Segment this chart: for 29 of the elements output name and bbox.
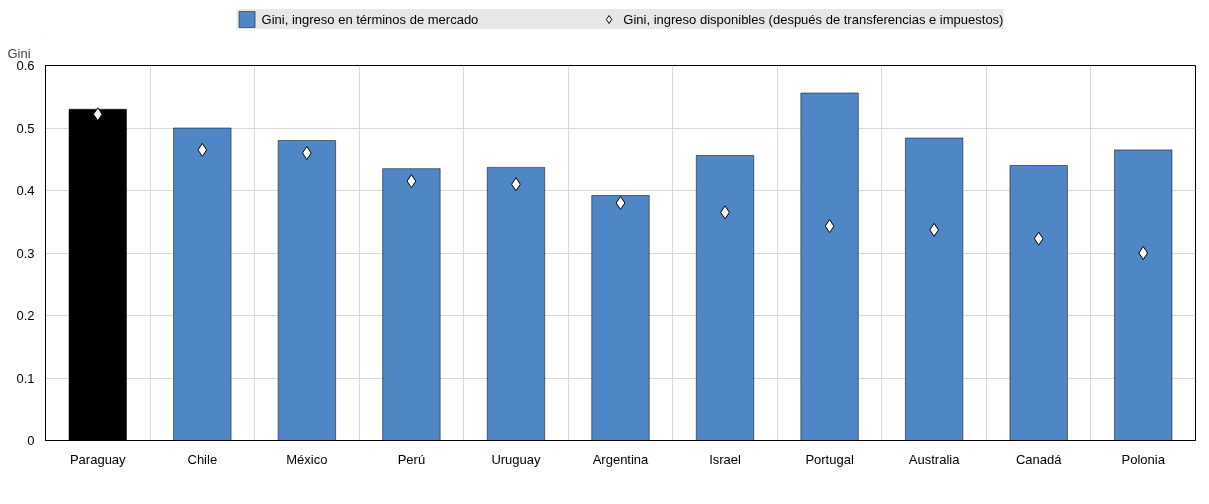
y-tick-label: 0 — [27, 433, 35, 448]
y-tick-label: 0.3 — [16, 245, 35, 261]
y-tick-label: 0.4 — [16, 183, 35, 198]
x-tick-label: Argentina — [592, 451, 650, 467]
point — [1138, 246, 1149, 260]
x-tick-label: Canadá — [1015, 451, 1063, 467]
point — [406, 174, 417, 189]
x-tick-label: Israel — [709, 451, 742, 467]
point — [302, 146, 312, 160]
y-tick-label: 0.2 — [16, 308, 35, 323]
point — [824, 219, 835, 234]
x-tick-label: México — [286, 451, 328, 467]
y-tick-label: 0.1 — [16, 370, 35, 386]
y-tick-label: 0.6 — [16, 58, 35, 73]
point — [92, 107, 103, 122]
point — [1033, 231, 1044, 246]
x-tick-label: Australia — [908, 451, 961, 467]
x-tick-label: Polonia — [1121, 451, 1166, 467]
x-tick-label: Portugal — [805, 451, 854, 467]
x-tick-label: Chile — [187, 451, 218, 467]
point — [197, 142, 208, 157]
y-tick-label: 0.5 — [16, 120, 35, 136]
y-axis-title: Gini — [7, 45, 31, 61]
legend-label: Gini, ingreso en términos de mercado — [261, 11, 479, 27]
x-tick-label: Paraguay — [69, 451, 127, 467]
point — [615, 196, 626, 210]
x-tick-label: Perú — [397, 451, 426, 467]
x-tick-label: Uruguay — [491, 451, 542, 467]
legend-label: Gini, ingreso disponibles (después de transferencias e impuestos) — [623, 11, 1004, 27]
